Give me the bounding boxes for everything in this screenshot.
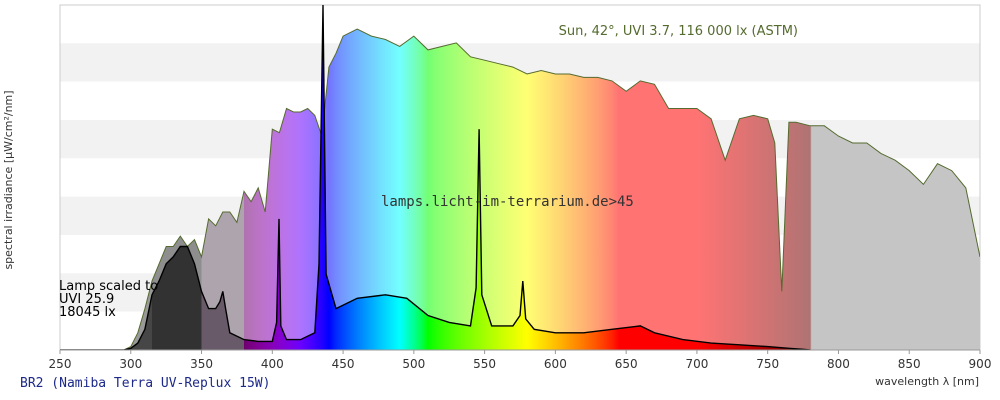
x-tick-label: 450 (332, 357, 355, 371)
x-tick-label: 300 (119, 357, 142, 371)
x-tick-label: 500 (402, 357, 425, 371)
x-axis-title: wavelength λ [nm] (875, 375, 979, 388)
x-tick-label: 750 (756, 357, 779, 371)
chart-title: BR2 (Namiba Terra UV-Replux 15W) (20, 376, 271, 391)
lamp-spectrum-line (60, 5, 811, 350)
x-tick-label: 550 (473, 357, 496, 371)
x-tick-label: 400 (261, 357, 284, 371)
lamp-scale-note-3: 18045 lx (59, 305, 116, 320)
x-tick-label: 800 (827, 357, 850, 371)
x-tick-label: 650 (615, 357, 638, 371)
sun-spectrum-line (123, 28, 980, 350)
x-tick-label: 250 (49, 357, 72, 371)
x-tick-label: 600 (544, 357, 567, 371)
watermark: lamps.licht-im-terrarium.de>45 (381, 194, 634, 210)
x-axis: 250 300 350 400 450 500 550 600 650 700 750 800 850 9… (49, 349, 992, 371)
lamp-scale-note-1: Lamp scaled to (59, 279, 158, 294)
sun-spectrum-area (123, 29, 980, 350)
x-tick-label: 900 (969, 357, 992, 371)
sun-annotation: Sun, 42°, UVI 3.7, 116 000 lx (ASTM) (559, 24, 798, 39)
lamp-scale-note-2: UVI 25.9 (59, 292, 114, 307)
x-tick-label: 350 (190, 357, 213, 371)
x-tick-label: 850 (898, 357, 921, 371)
y-axis-title: spectral irradiance [µW/cm²/nm] (2, 90, 15, 269)
x-tick-label: 700 (685, 357, 708, 371)
